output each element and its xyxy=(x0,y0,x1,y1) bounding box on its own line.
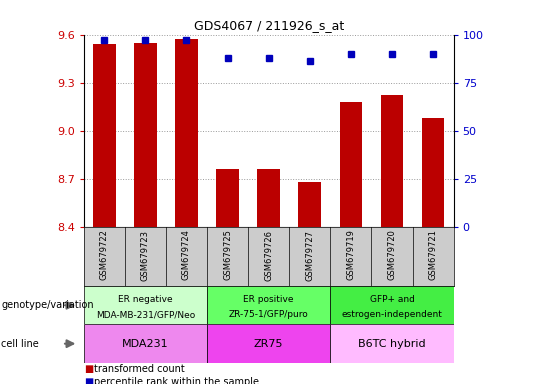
Text: GSM679726: GSM679726 xyxy=(264,230,273,281)
Text: ■: ■ xyxy=(84,364,93,374)
Text: ZR75: ZR75 xyxy=(254,339,284,349)
Text: GSM679725: GSM679725 xyxy=(223,230,232,280)
Bar xyxy=(84,324,207,363)
Bar xyxy=(216,169,239,227)
Text: GSM679721: GSM679721 xyxy=(429,230,437,280)
Bar xyxy=(207,324,330,363)
Bar xyxy=(422,118,444,227)
Text: MDA231: MDA231 xyxy=(122,339,168,349)
Text: ■: ■ xyxy=(84,377,93,384)
Bar xyxy=(330,324,454,363)
Text: GSM679727: GSM679727 xyxy=(305,230,314,281)
Bar xyxy=(330,286,454,324)
Text: cell line: cell line xyxy=(1,339,39,349)
Title: GDS4067 / 211926_s_at: GDS4067 / 211926_s_at xyxy=(193,19,344,32)
Text: GFP+ and: GFP+ and xyxy=(369,295,414,304)
Text: estrogen-independent: estrogen-independent xyxy=(341,310,442,319)
Text: percentile rank within the sample: percentile rank within the sample xyxy=(94,377,260,384)
Bar xyxy=(134,43,157,227)
Text: ER positive: ER positive xyxy=(244,295,294,304)
Text: ER negative: ER negative xyxy=(118,295,173,304)
Bar xyxy=(258,169,280,227)
Text: GSM679723: GSM679723 xyxy=(141,230,150,281)
Text: genotype/variation: genotype/variation xyxy=(1,300,94,310)
Text: MDA-MB-231/GFP/Neo: MDA-MB-231/GFP/Neo xyxy=(96,310,195,319)
Bar xyxy=(175,39,198,227)
Text: GSM679720: GSM679720 xyxy=(388,230,396,280)
Text: B6TC hybrid: B6TC hybrid xyxy=(358,339,426,349)
Bar xyxy=(340,102,362,227)
Text: GSM679724: GSM679724 xyxy=(182,230,191,280)
Text: GSM679719: GSM679719 xyxy=(346,230,355,280)
Text: GSM679722: GSM679722 xyxy=(100,230,109,280)
Bar xyxy=(84,286,207,324)
Text: transformed count: transformed count xyxy=(94,364,185,374)
Text: ZR-75-1/GFP/puro: ZR-75-1/GFP/puro xyxy=(229,310,308,319)
Bar xyxy=(381,95,403,227)
Bar xyxy=(207,286,330,324)
Bar xyxy=(93,44,116,227)
Bar xyxy=(299,182,321,227)
